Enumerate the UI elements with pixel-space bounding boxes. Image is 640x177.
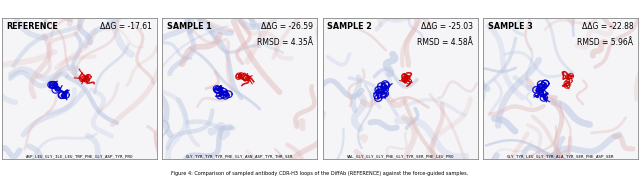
Text: SAMPLE 1: SAMPLE 1	[167, 22, 212, 31]
Text: ΔΔG = -22.88: ΔΔG = -22.88	[582, 22, 634, 31]
Text: VAL_GLY_GLY_GLY_PHE_GLY_TYR_SER_PHE_LEU_PRO: VAL_GLY_GLY_GLY_PHE_GLY_TYR_SER_PHE_LEU_…	[346, 155, 454, 159]
Text: GLY_TYR_TYR_TYR_PHE_GLY_ASN_ASP_TYR_THR_SER: GLY_TYR_TYR_TYR_PHE_GLY_ASN_ASP_TYR_THR_…	[186, 155, 294, 159]
Text: ΔΔG = -25.03: ΔΔG = -25.03	[421, 22, 473, 31]
Text: RMSD = 5.96Å: RMSD = 5.96Å	[577, 38, 634, 47]
Text: SAMPLE 2: SAMPLE 2	[328, 22, 372, 31]
Text: RMSD = 4.35Å: RMSD = 4.35Å	[257, 38, 312, 47]
Text: REFERENCE: REFERENCE	[6, 22, 58, 31]
Text: RMSD = 4.58Å: RMSD = 4.58Å	[417, 38, 473, 47]
Text: Figure 4: Comparison of sampled antibody CDR-H3 loops of the DiffAb (REFERENCE) : Figure 4: Comparison of sampled antibody…	[172, 171, 468, 176]
Text: ASP_LEU_GLY_ILE_LEU_TRP_PHE_GLY_ASP_TYR_PRO: ASP_LEU_GLY_ILE_LEU_TRP_PHE_GLY_ASP_TYR_…	[26, 155, 133, 159]
Text: ΔΔG = -26.59: ΔΔG = -26.59	[260, 22, 312, 31]
Text: GLY_TYR_LEU_GLY_TYR_ALA_TYR_SER_PHE_ASP_SER: GLY_TYR_LEU_GLY_TYR_ALA_TYR_SER_PHE_ASP_…	[507, 155, 614, 159]
Text: SAMPLE 3: SAMPLE 3	[488, 22, 532, 31]
Text: ΔΔG = -17.61: ΔΔG = -17.61	[100, 22, 152, 31]
